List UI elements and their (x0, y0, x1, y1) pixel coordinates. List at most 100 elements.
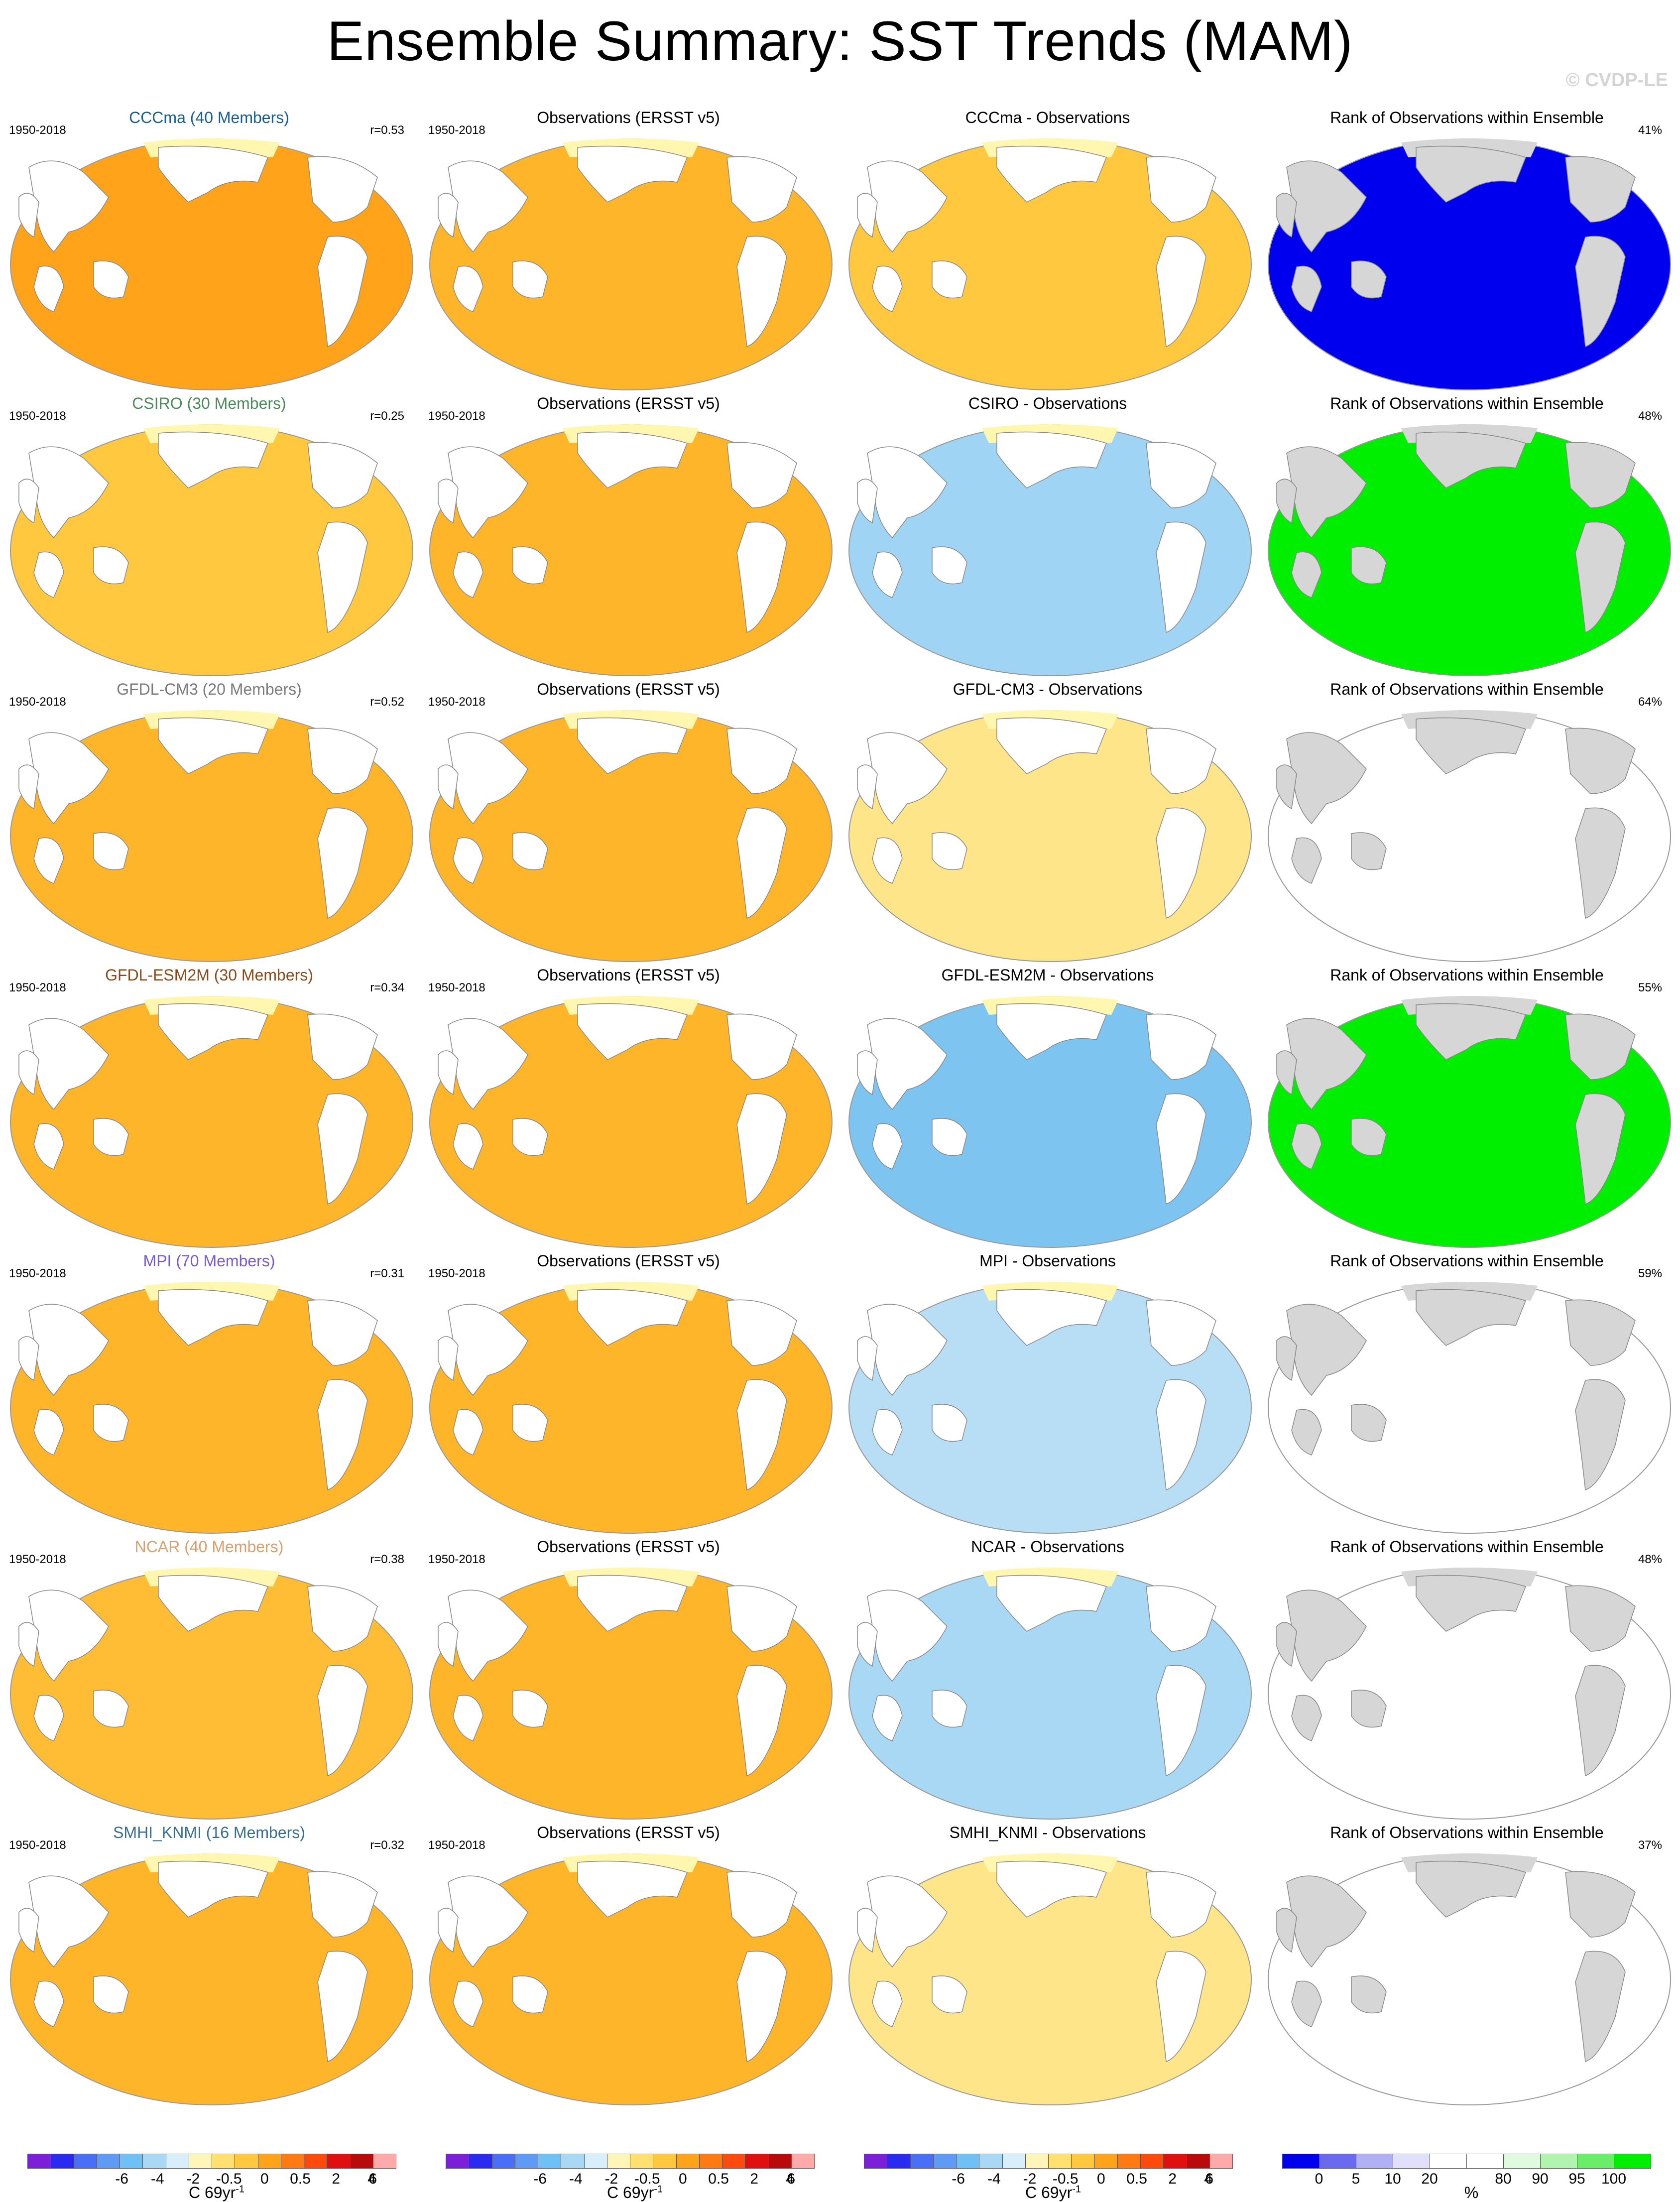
continent-6 (18, 1050, 39, 1096)
panel-row: MPI (70 Members) 1950-2018 r=0.31 Observati… (0, 1252, 1680, 1538)
rank-panel-title: Rank of Observations within Ensemble (1330, 394, 1604, 412)
colorbar-swatch (1466, 2154, 1504, 2169)
continent-6 (438, 1336, 459, 1381)
map-graphic (10, 1568, 413, 1820)
colorbar-swatch (1048, 2154, 1072, 2169)
continent-4 (932, 546, 967, 585)
map-graphic (848, 1568, 1252, 1820)
continent-3 (317, 521, 368, 633)
continent-0 (448, 732, 528, 825)
continent-0 (867, 1018, 948, 1110)
continent-0 (28, 446, 109, 539)
colorbar-swatch (1282, 2154, 1320, 2169)
colorbar-swatch (979, 2154, 1003, 2169)
continent-5 (1291, 1695, 1322, 1741)
continent-5 (1291, 1409, 1322, 1456)
model-map (9, 1281, 414, 1535)
continent-4 (1351, 1975, 1387, 2014)
continent-2 (726, 728, 797, 794)
model-panel: GFDL-ESM2M (30 Members) 1950-2018 r=0.34 (0, 966, 418, 1252)
continent-5 (1291, 837, 1322, 884)
rank-panel: Rank of Observations within Ensemble 37% (1258, 1824, 1676, 2110)
obs-panel: Observations (ERSST v5) 1950-2018 (419, 1824, 838, 2110)
diff-panel-title: GFDL-CM3 - Observations (953, 680, 1143, 698)
colorbar-swatch (73, 2154, 97, 2169)
continent-1 (996, 145, 1107, 203)
map-graphic (10, 1282, 413, 1534)
continent-5 (453, 1695, 483, 1741)
panel-row: SMHI_KNMI (16 Members) 1950-2018 r=0.32 Obs… (0, 1824, 1680, 2110)
map-graphic (429, 138, 833, 390)
continent-4 (512, 1404, 548, 1442)
continent-2 (307, 442, 378, 508)
colorbar-tick-label: -2 (1023, 2171, 1037, 2187)
colorbar-swatch (1356, 2154, 1393, 2169)
continent-0 (28, 1018, 109, 1110)
colorbar-swatch (27, 2154, 51, 2169)
continent-3 (1575, 807, 1626, 919)
colorbar-units: C 69yr-1 (27, 2184, 406, 2202)
obs-panel-title: Observations (ERSST v5) (537, 1538, 720, 1556)
diff-panel: GFDL-ESM2M - Observations (839, 966, 1257, 1252)
diff-map (847, 1281, 1253, 1535)
continent-3 (736, 236, 787, 348)
map-graphic (1268, 996, 1671, 1248)
colorbar-swatch (188, 2154, 212, 2169)
continent-1 (1416, 1575, 1527, 1632)
map-graphic (848, 1282, 1252, 1534)
continent-4 (932, 832, 967, 870)
continent-1 (996, 717, 1107, 774)
period-label: 1950-2018 (9, 981, 66, 994)
colorbar-tick-label: 4 (367, 2171, 376, 2187)
continent-3 (1156, 1379, 1206, 1491)
obs-panel: Observations (ERSST v5) 1950-2018 (419, 109, 838, 395)
map-graphic (429, 1568, 833, 1820)
sst-colorbar-3: -6 -4 -2 -0.5 0 0.5 2 4 6 C 69yr-1 (864, 2154, 1242, 2202)
obs-panel-title: Observations (ERSST v5) (537, 394, 720, 412)
colorbar-swatch (538, 2154, 562, 2169)
diff-panel-title: NCAR - Observations (971, 1538, 1124, 1556)
rank-map (1267, 1281, 1672, 1535)
continent-0 (448, 160, 528, 253)
rank-map (1267, 137, 1672, 391)
continent-6 (1276, 1336, 1297, 1381)
colorbar-swatch (791, 2154, 815, 2169)
colorbar-tick-label: -6 (952, 2171, 965, 2187)
colorbar-swatch (1503, 2154, 1541, 2169)
continent-0 (448, 1304, 528, 1396)
continent-1 (1416, 1003, 1527, 1060)
colorbar-swatch (1577, 2154, 1614, 2169)
rank-colorbar: 0 5 10 20 80 90 95 100% (1282, 2154, 1661, 2202)
continent-3 (317, 807, 368, 919)
map-graphic (848, 1853, 1252, 2105)
colorbar-units: C 69yr-1 (864, 2184, 1242, 2202)
continent-6 (857, 764, 878, 810)
period-label: 1950-2018 (428, 409, 485, 423)
model-panel: CCCma (40 Members) 1950-2018 r=0.53 (0, 109, 418, 395)
continent-4 (512, 260, 548, 299)
continent-1 (996, 431, 1107, 489)
model-panel: CSIRO (30 Members) 1950-2018 r=0.25 (0, 394, 418, 681)
continent-5 (1291, 1123, 1322, 1170)
continent-1 (577, 1575, 688, 1632)
diff-panel-title: SMHI_KNMI - Observations (949, 1824, 1146, 1841)
colorbar-tick-label: 95 (1568, 2171, 1585, 2187)
rank-panel: Rank of Observations within Ensemble 48% (1258, 394, 1676, 681)
colorbar-swatch (96, 2154, 120, 2169)
colorbar-tick-label: 2 (332, 2171, 341, 2187)
continent-3 (317, 1093, 368, 1205)
continent-4 (1351, 1404, 1387, 1442)
continent-0 (28, 160, 109, 253)
map-graphic (1268, 1568, 1671, 1820)
colorbar-swatch (1071, 2154, 1095, 2169)
obs-map (428, 1567, 834, 1821)
continent-4 (1351, 260, 1387, 299)
continent-4 (1351, 832, 1387, 870)
continent-6 (1276, 193, 1297, 238)
continent-3 (736, 521, 787, 633)
panel-row: GFDL-ESM2M (30 Members) 1950-2018 r=0.34 Ob… (0, 966, 1680, 1252)
colorbar-units: C 69yr-1 (446, 2184, 824, 2202)
continent-1 (1416, 1860, 1527, 1918)
colorbar-swatch (606, 2154, 630, 2169)
continent-5 (33, 1123, 64, 1170)
